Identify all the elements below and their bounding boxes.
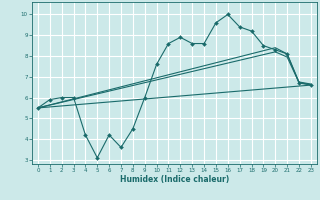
X-axis label: Humidex (Indice chaleur): Humidex (Indice chaleur) — [120, 175, 229, 184]
